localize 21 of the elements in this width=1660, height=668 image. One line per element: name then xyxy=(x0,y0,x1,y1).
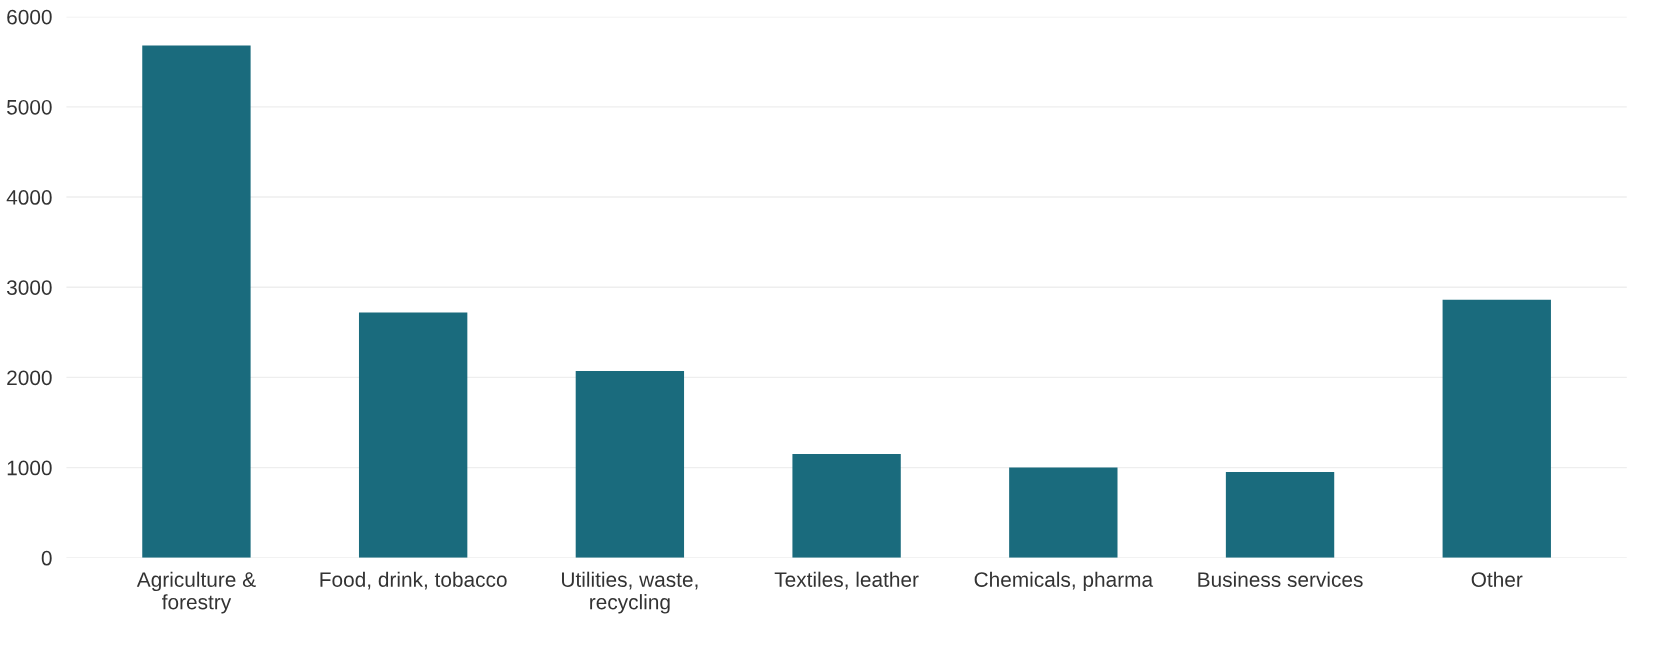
y-tick-label: 3000 xyxy=(6,280,52,295)
y-tick-label: 5000 xyxy=(7,99,52,115)
bar xyxy=(575,371,685,558)
x-tick-label: Food, drink, tobacco xyxy=(320,571,507,590)
bar xyxy=(358,312,468,558)
y-tick-label: 0 xyxy=(41,550,52,566)
x-tick-label: Textiles, leather xyxy=(774,571,919,590)
y-tick-label: 2000 xyxy=(7,370,52,386)
y-tick-label: 6000 xyxy=(7,9,52,25)
x-tick-label: Chemicals, pharma xyxy=(974,571,1154,592)
bar xyxy=(1442,299,1551,558)
x-tick-label: Other xyxy=(1471,571,1523,587)
x-tick-label: Agriculture & forestry xyxy=(136,571,256,614)
x-tick-label: Business services xyxy=(1198,571,1363,587)
y-tick-label: 1000 xyxy=(7,460,52,476)
x-tick-label: Utilities, waste, recycling xyxy=(562,571,698,614)
bar xyxy=(1225,472,1335,558)
bar xyxy=(792,454,901,558)
bar xyxy=(1009,467,1118,558)
y-tick-label: 4000 xyxy=(6,190,52,205)
bar xyxy=(142,45,251,558)
